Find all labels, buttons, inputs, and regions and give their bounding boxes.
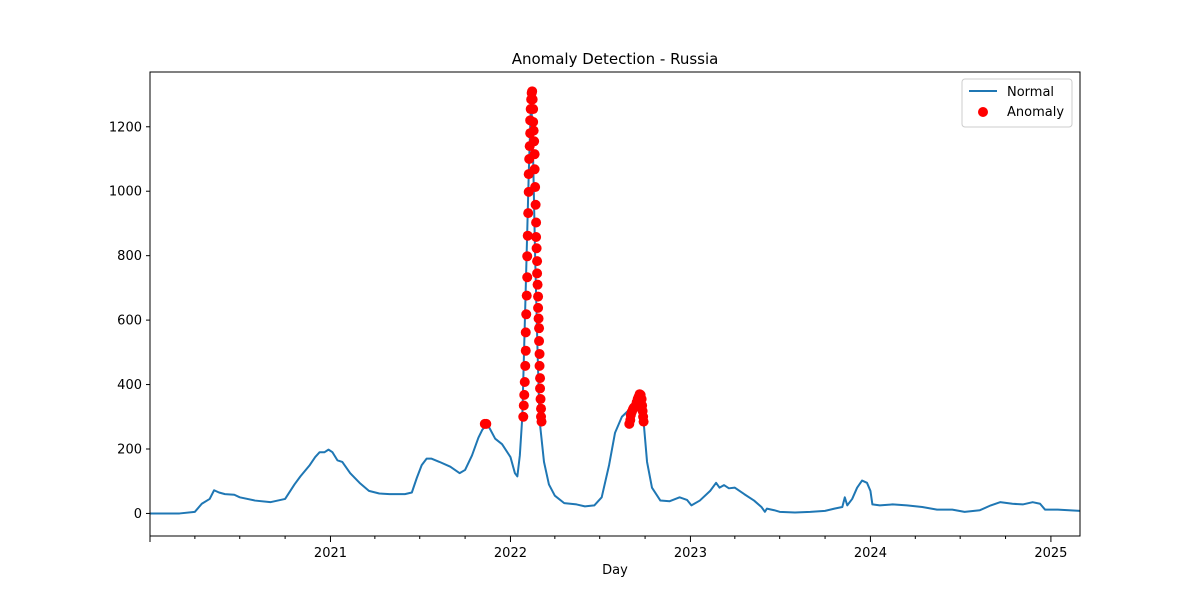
anomaly-point	[527, 94, 538, 105]
y-tick-label: 600	[117, 314, 142, 329]
x-tick-label: 2022	[494, 546, 527, 561]
anomaly-point	[520, 360, 531, 371]
anomaly-point	[518, 411, 529, 422]
anomaly-point	[535, 383, 546, 394]
anomaly-point	[481, 418, 492, 429]
anomaly-point	[529, 164, 540, 175]
anomaly-point	[530, 182, 541, 193]
anomaly-point	[521, 290, 532, 301]
anomaly-point	[520, 327, 531, 338]
anomaly-point	[528, 125, 539, 136]
anomaly-point	[519, 376, 530, 387]
x-tick-label: 2025	[1034, 546, 1067, 561]
legend-label-anomaly: Anomaly	[1007, 105, 1064, 120]
anomaly-point	[522, 230, 533, 241]
anomaly-point	[522, 251, 533, 262]
anomaly-point	[529, 136, 540, 147]
x-tick-label: 2023	[674, 546, 707, 561]
anomaly-point	[518, 400, 529, 411]
anomaly-point	[638, 416, 649, 427]
anomaly-point	[531, 243, 542, 254]
y-tick-label: 1000	[109, 185, 142, 200]
anomaly-point	[534, 323, 545, 334]
anomaly-point	[522, 272, 533, 283]
anomaly-point	[536, 416, 547, 427]
anomaly-point	[520, 345, 531, 356]
anomaly-point	[532, 268, 543, 279]
anomaly-point	[534, 348, 545, 359]
anomaly-point	[533, 291, 544, 302]
y-tick-label: 800	[117, 249, 142, 264]
anomaly-point	[536, 403, 547, 414]
series-layer	[150, 86, 1081, 515]
anomaly-point	[531, 231, 542, 242]
anomaly-point	[528, 116, 539, 127]
x-tick-label: 2024	[854, 546, 887, 561]
anomaly-point	[528, 104, 539, 115]
anomaly-point	[532, 279, 543, 290]
anomaly-point	[531, 217, 542, 228]
y-tick-label: 1200	[109, 120, 142, 135]
anomaly-point	[535, 373, 546, 384]
anomaly-point	[534, 336, 545, 347]
plot-area	[150, 72, 1080, 536]
anomaly-point	[532, 256, 543, 267]
anomaly-point	[529, 149, 540, 160]
x-axis-label: Day	[602, 563, 628, 578]
x-tick-label: 2021	[314, 546, 347, 561]
anomaly-point	[530, 199, 541, 210]
anomaly-point	[521, 309, 532, 320]
chart-title: Anomaly Detection - Russia	[512, 50, 719, 68]
anomaly-point	[519, 389, 530, 400]
plot-frame	[149, 71, 1081, 537]
anomaly-point	[523, 208, 534, 219]
y-tick-label: 0	[134, 507, 142, 522]
legend-label-normal: Normal	[1007, 85, 1054, 100]
legend: Normal Anomaly	[961, 78, 1073, 128]
y-tick-label: 400	[117, 378, 142, 393]
anomaly-point	[535, 394, 546, 405]
y-tick-label: 200	[117, 443, 142, 458]
anomaly-point	[534, 360, 545, 371]
anomaly-point	[533, 302, 544, 313]
anomaly-point	[527, 86, 538, 97]
anomaly-point	[533, 313, 544, 324]
legend-marker-swatch	[978, 107, 988, 117]
normal-series-line	[150, 93, 1081, 515]
